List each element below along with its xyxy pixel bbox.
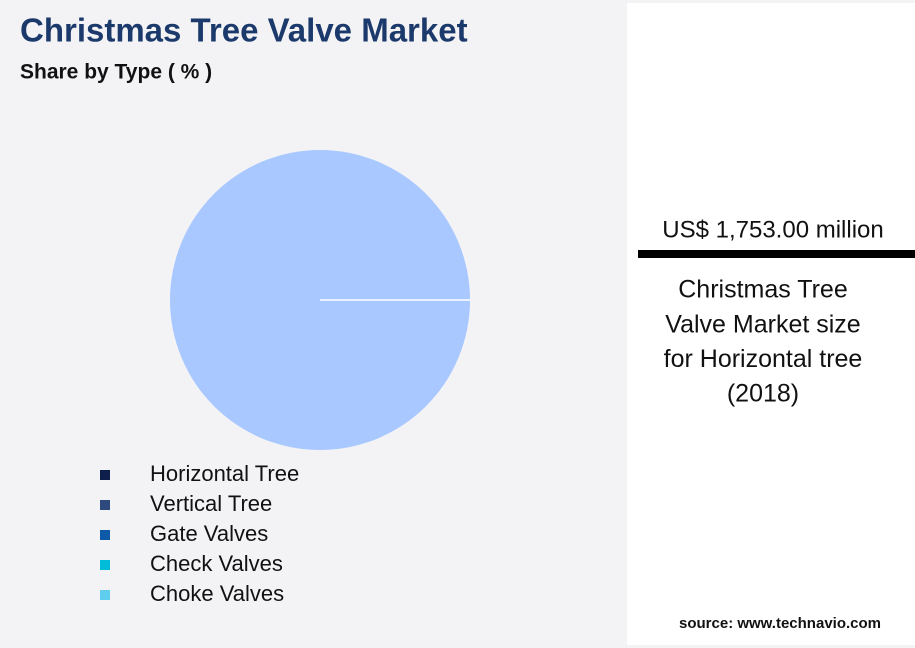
divider	[638, 250, 915, 258]
legend-marker	[100, 590, 110, 600]
legend-marker	[100, 530, 110, 540]
panel-description: Valve Market size	[665, 310, 860, 338]
chart-title: Christmas Tree Valve Market	[20, 12, 468, 49]
panel-value: US$ 1,753.00 million	[662, 216, 883, 243]
side-panel	[627, 3, 915, 645]
legend-label: Horizontal Tree	[150, 461, 299, 486]
legend-label: Choke Valves	[150, 581, 284, 606]
source: source: www.technavio.com	[679, 615, 881, 632]
legend-label: Check Valves	[150, 551, 283, 576]
legend-label: Gate Valves	[150, 521, 268, 546]
legend-marker	[100, 560, 110, 570]
legend-label: Vertical Tree	[150, 491, 272, 516]
panel-description: for Horizontal tree	[664, 345, 863, 373]
chart-subtitle: Share by Type ( % )	[20, 61, 212, 84]
legend-marker	[100, 470, 110, 480]
legend-marker	[100, 500, 110, 510]
panel-description: (2018)	[727, 380, 799, 408]
panel-description: Christmas Tree	[678, 276, 847, 304]
